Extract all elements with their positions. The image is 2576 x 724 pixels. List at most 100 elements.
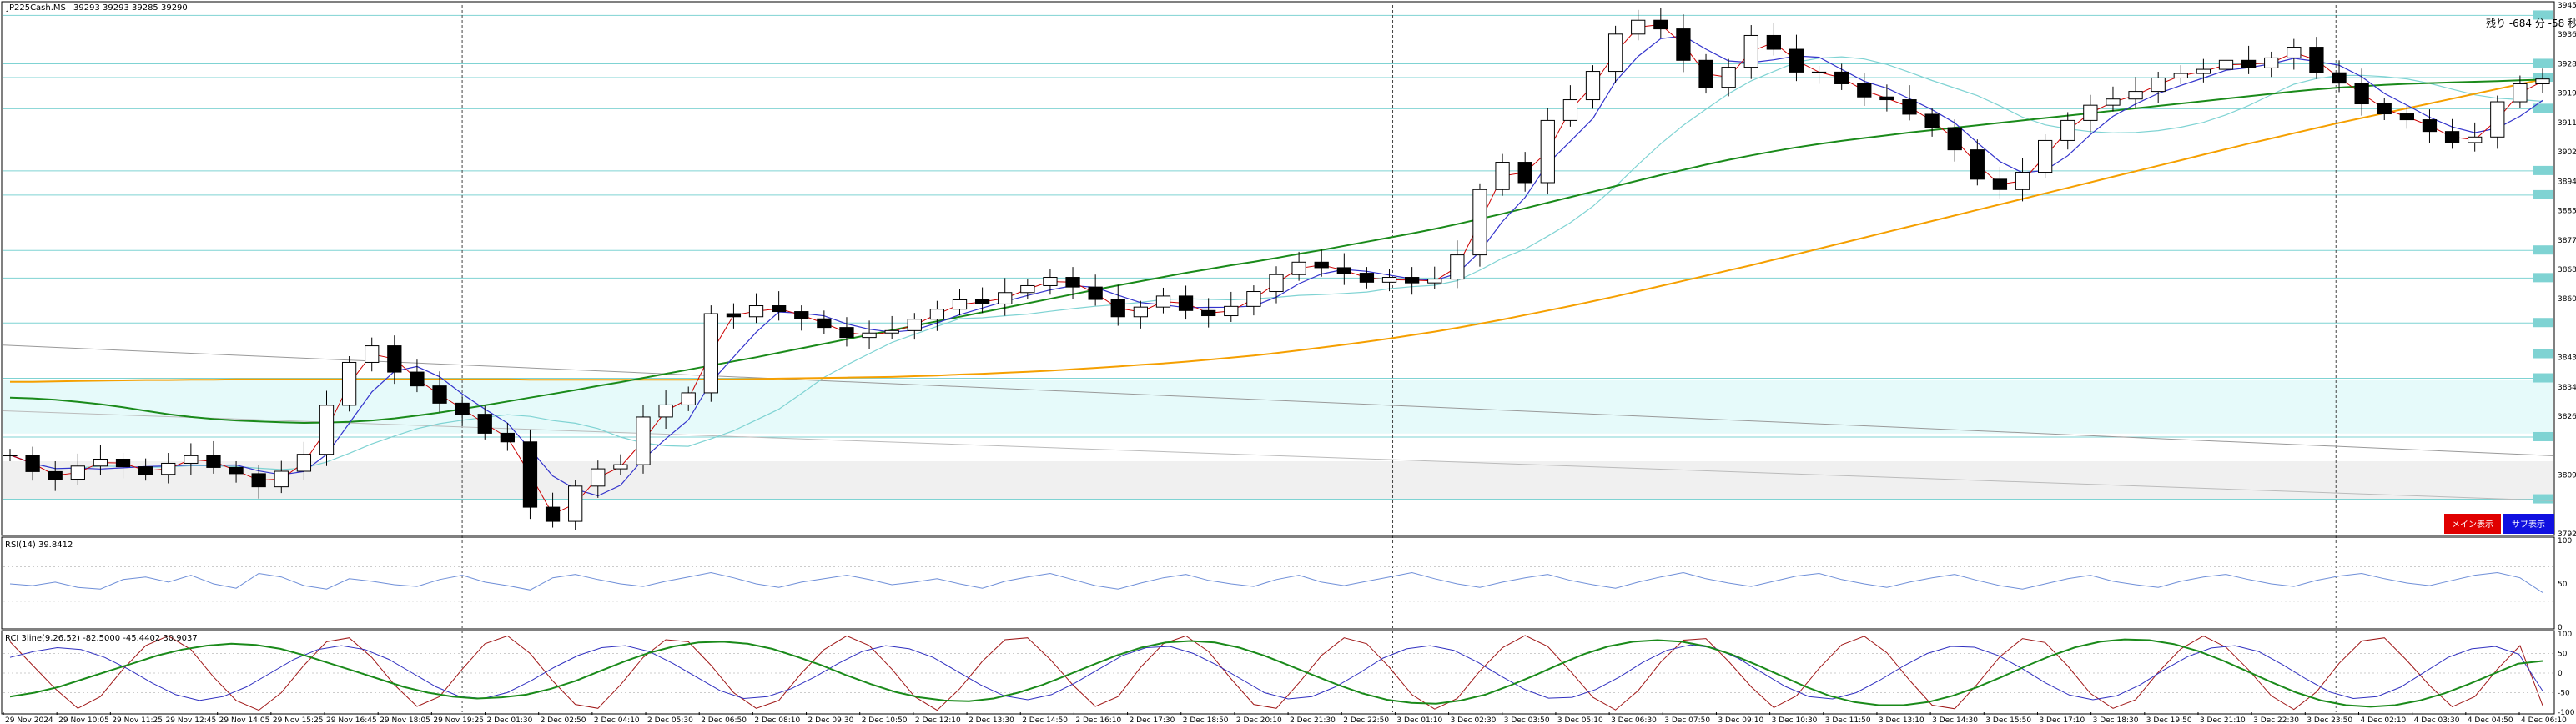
price-tick: 39199 [2558,90,2576,98]
time-tick-label: 2 Dec 05:30 [647,716,693,724]
ma-line-ma_orange [10,78,2543,383]
price-tick: 38349 [2558,384,2576,392]
time-tick-label: 2 Dec 18:50 [1183,716,1229,724]
candle-body [1653,19,1668,30]
candle-body [1224,305,1239,317]
candle-body [1902,99,1917,115]
candle-body [1495,162,1510,190]
candle-body [2287,47,2302,58]
candle-body [1359,273,1375,283]
candle-body [1133,306,1148,318]
candle-body [184,455,199,464]
countdown-timer: 残り -684 分 -58 秒 [2486,18,2576,29]
candle-body [365,345,380,363]
candle-body [1947,127,1962,151]
time-tick-label: 29 Nov 2024 [5,716,53,724]
price-tick: 39369 [2558,31,2576,39]
candle-body [1381,277,1397,283]
time-tick-label: 3 Dec 14:30 [1932,716,1978,724]
candle-body [455,402,470,415]
main-view-button[interactable]: メイン表示 [2444,514,2501,534]
time-tick-label: 2 Dec 12:10 [915,716,961,724]
rci-tick: 0 [2558,670,2563,678]
candle-body [2354,83,2369,105]
candle-body [2309,47,2324,73]
time-tick-label: 3 Dec 05:10 [1557,716,1603,724]
candle-body [568,485,583,522]
time-tick-label: 3 Dec 03:50 [1504,716,1550,724]
price-tick: 39454 [2558,2,2576,10]
candle-body [2015,172,2030,190]
time-tick-label: 29 Nov 14:05 [219,716,270,724]
time-tick-label: 29 Nov 12:45 [166,716,217,724]
candle-body [2468,136,2483,143]
candle-body [2241,59,2257,68]
candle-body [115,458,131,468]
sub-view-button[interactable]: サブ表示 [2503,514,2554,534]
candle-body [2264,57,2279,68]
candle-body [2444,131,2460,143]
price-tick: 38604 [2558,295,2576,304]
time-tick-label: 3 Dec 23:50 [2307,716,2352,724]
rci-tick: 50 [2558,651,2568,659]
candle-body [1450,254,1465,280]
candle-body [884,329,899,334]
time-tick-label: 4 Dec 04:50 [2468,716,2513,724]
candle-body [1405,277,1420,284]
candle-body [1698,59,1713,88]
candle-body [1834,71,1849,84]
candle-body [229,466,244,475]
candle-body [2377,103,2392,115]
time-tick-label: 4 Dec 02:10 [2360,716,2406,724]
time-tick-label: 29 Nov 10:05 [58,716,109,724]
candle-body [1269,274,1284,293]
candle-body [1155,295,1171,308]
time-tick-label: 3 Dec 18:30 [2093,716,2139,724]
time-tick-label: 2 Dec 22:50 [1343,716,1389,724]
rsi-panel[interactable]: 100 50 0 RSI(14) 39.8412 [1,536,2572,632]
time-tick-label: 29 Nov 16:45 [326,716,377,724]
price-tick: 39029 [2558,148,2576,157]
candle-body [341,361,357,406]
rsi-title: RSI(14) 39.8412 [5,540,73,550]
candle-body [477,414,492,434]
level-tag-3 [2533,103,2553,113]
time-tick-label: 2 Dec 06:50 [701,716,747,724]
candle-body [93,458,108,467]
candle-body [862,332,877,339]
candle-body [2399,113,2414,121]
candle-body [48,470,63,480]
rsi-panel-border [1,536,2555,630]
candle-body [545,506,561,522]
price-tick: 38264 [2558,413,2576,421]
candle-body [929,309,945,320]
candle-body [636,416,651,465]
time-tick-label: 3 Dec 10:30 [1772,716,1818,724]
time-tick-label: 2 Dec 20:10 [1236,716,1282,724]
candle-body [25,455,40,472]
candle-body [1314,261,1329,269]
candle-body [1789,48,1804,73]
level-tag-7 [2533,273,2553,283]
candle-body [907,319,922,331]
candle-body [681,392,696,405]
level-tag-1 [2533,58,2553,68]
price-tick: 39284 [2558,60,2576,68]
candle-body [1517,162,1532,184]
rci-panel[interactable]: 100 50 0 -50 -100 RCI 3line(9,26,52) -82.500… [1,630,2575,717]
candle-body [1676,28,1691,61]
candle-body [2106,98,2121,106]
time-tick-label: 4 Dec 06:10 [2521,716,2567,724]
time-tick-label: 2 Dec 21:30 [1290,716,1336,724]
time-tick-label: 2 Dec 01:30 [487,716,533,724]
main-panel-border [1,1,2555,536]
candle-body [387,345,402,373]
rci-axis: 100 50 0 -50 -100 [2558,631,2575,717]
price-zone-1 [3,460,2553,500]
candle-body [952,299,968,310]
rci-panel-border [1,630,2555,715]
time-tick-label: 3 Dec 19:50 [2146,716,2192,724]
time-tick-label: 3 Dec 17:10 [2039,716,2085,724]
rci-lines [3,635,2553,711]
